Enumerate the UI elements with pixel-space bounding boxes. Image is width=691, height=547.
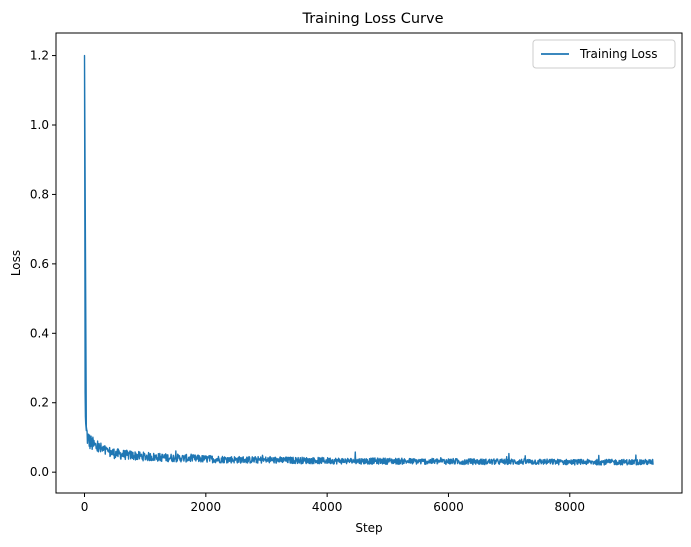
y-axis-label: Loss [9, 250, 23, 276]
y-tick-label: 0.0 [30, 465, 49, 479]
plot-area [55, 32, 683, 494]
y-tick-label: 0.4 [30, 326, 49, 340]
y-tick-label: 1.2 [30, 49, 49, 63]
x-tick-label: 6000 [433, 500, 464, 514]
x-tick-label: 2000 [191, 500, 222, 514]
axes-background [56, 33, 682, 493]
y-tick-label: 0.6 [30, 257, 49, 271]
chart-title: Training Loss Curve [301, 11, 443, 27]
legend-box [532, 39, 676, 69]
x-axis: 0 2000 4000 6000 8000 [81, 493, 585, 514]
x-tick-label: 0 [81, 500, 89, 514]
y-tick-label: 0.2 [30, 396, 49, 410]
x-tick-label: 8000 [555, 500, 586, 514]
series-layer [83, 54, 654, 466]
x-axis-label: Step [355, 521, 382, 535]
y-axis: 0.0 0.2 0.4 0.6 0.8 1.0 1.2 [30, 49, 56, 479]
legend-label-training-loss: Training Loss [579, 47, 657, 61]
y-tick-label: 0.8 [30, 187, 49, 201]
x-tick-label: 4000 [312, 500, 343, 514]
axes-frame [55, 32, 683, 494]
legend: Training Loss [532, 39, 676, 69]
series-line-training-loss [83, 54, 654, 466]
y-tick-label: 1.0 [30, 118, 49, 132]
